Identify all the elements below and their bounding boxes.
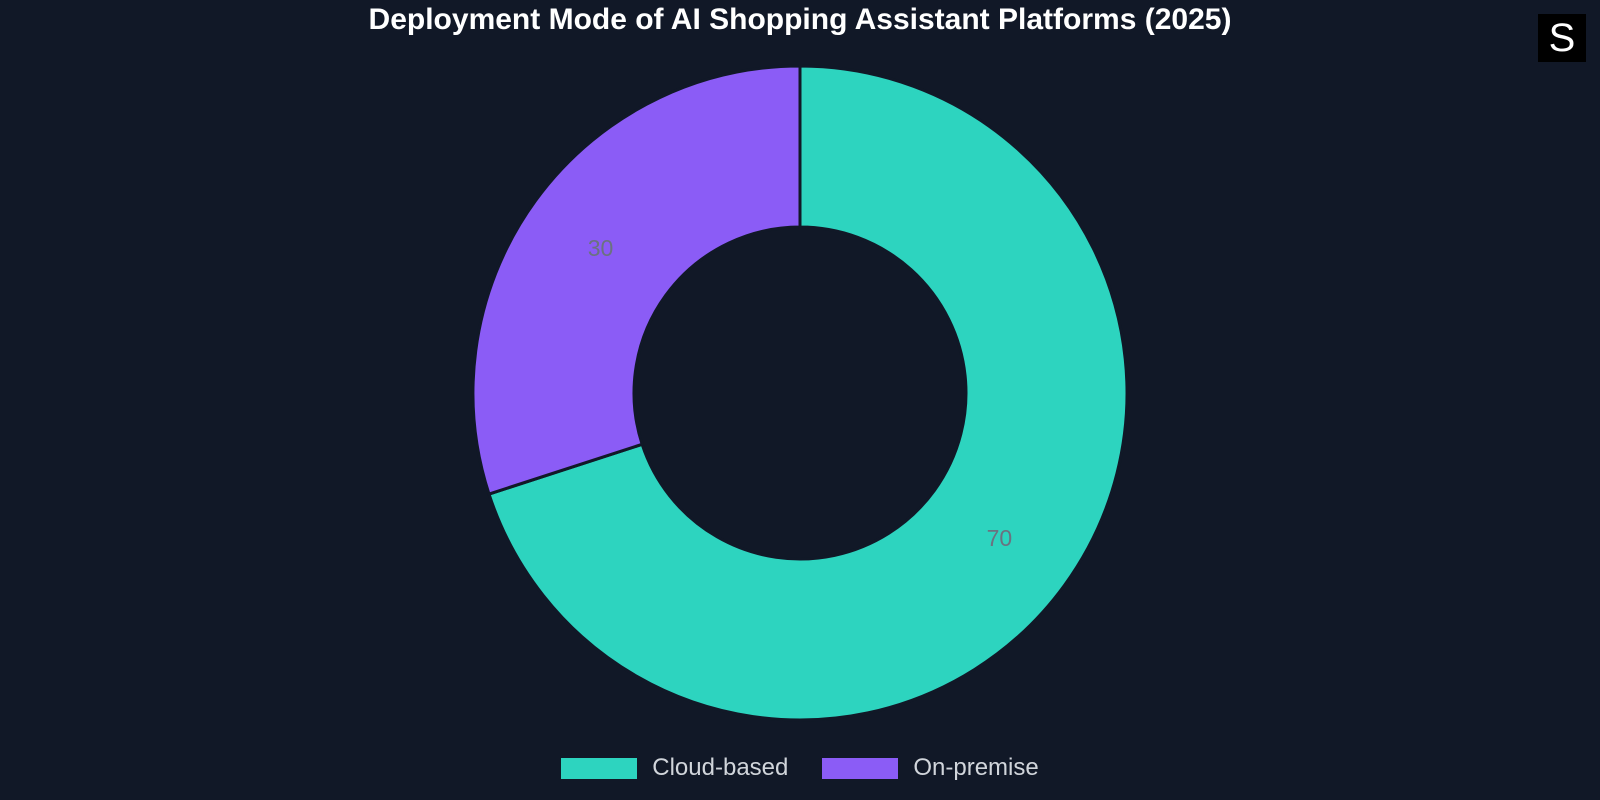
legend-label-cloud-based: Cloud-based bbox=[652, 754, 789, 781]
data-label-on-premise: 30 bbox=[588, 235, 614, 261]
chart-title: Deployment Mode of AI Shopping Assistant… bbox=[368, 3, 1232, 36]
slice-cloud-based[interactable] bbox=[487, 64, 1129, 722]
slice-on-premise[interactable] bbox=[471, 64, 802, 496]
legend-swatch-on-premise bbox=[822, 757, 899, 779]
legend-item-on-premise[interactable]: On-premise bbox=[822, 754, 1039, 782]
legend-item-cloud-based[interactable]: Cloud-based bbox=[561, 754, 788, 782]
legend-swatch-cloud-based bbox=[561, 757, 638, 779]
s-logo-icon: S bbox=[1538, 14, 1586, 62]
chart-legend: Cloud-based On-premise bbox=[0, 754, 1600, 782]
legend-label-on-premise: On-premise bbox=[913, 754, 1039, 781]
data-label-cloud-based: 70 bbox=[987, 525, 1013, 551]
